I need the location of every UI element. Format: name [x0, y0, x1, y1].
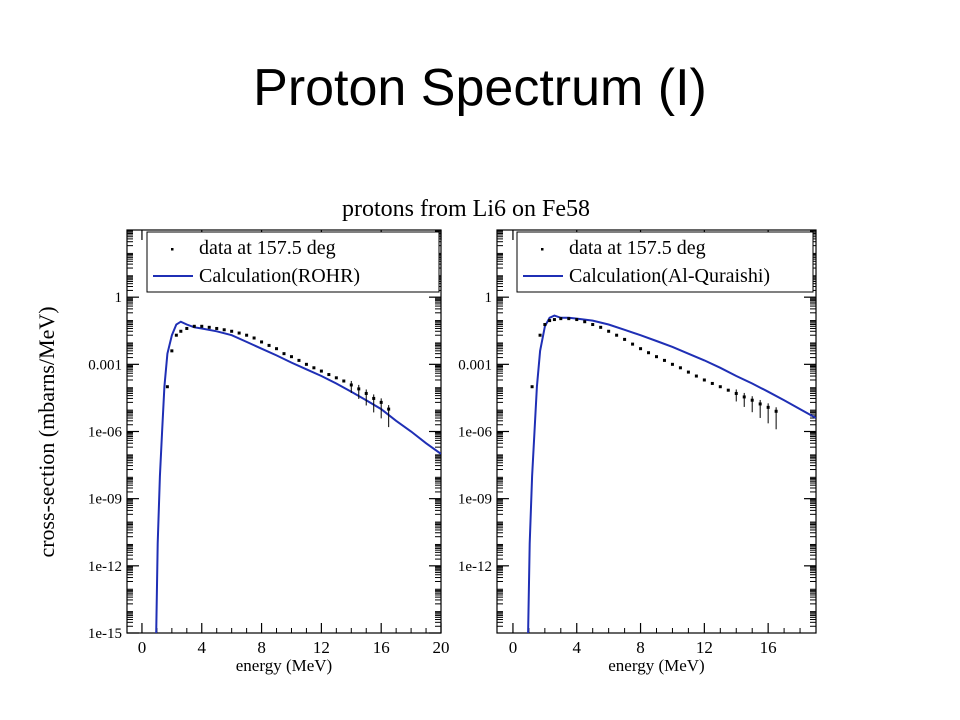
x-axis-label: energy (MeV)	[236, 656, 332, 675]
data-point	[567, 317, 571, 321]
data-point	[312, 366, 316, 370]
data-point	[655, 355, 658, 359]
data-point	[170, 349, 174, 353]
legend-calculation-label: Calculation(Al-Quraishi)	[569, 265, 770, 287]
data-point	[165, 385, 169, 389]
data-point	[538, 333, 542, 337]
figure-y-axis-label: cross-section (mbarns/MeV)	[34, 306, 59, 557]
data-point	[559, 317, 563, 321]
data-point	[267, 343, 271, 347]
data-point	[647, 351, 651, 355]
data-point	[726, 388, 730, 392]
x-axis-label: energy (MeV)	[608, 656, 704, 675]
data-point	[230, 329, 234, 333]
data-point	[552, 318, 556, 322]
y-tick-label: 1e-06	[88, 425, 123, 441]
y-tick-label: 1	[115, 290, 123, 306]
data-point	[215, 326, 219, 330]
legend-data-label: data at 157.5 deg	[199, 237, 336, 259]
data-point	[282, 352, 286, 356]
data-point	[252, 336, 256, 340]
y-tick-label: 0.001	[88, 357, 122, 373]
y-tick-label: 1e-12	[458, 559, 492, 575]
x-tick-label: 4	[573, 638, 582, 657]
y-tick-label: 1e-12	[88, 559, 122, 575]
x-tick-label: 8	[257, 638, 266, 657]
right-panel: 1e-12 1e-09 1e-06 0.001 1 0 4 8 12 16 energy (MeV)…	[458, 229, 817, 675]
x-tick-label: 8	[636, 638, 645, 657]
data-point	[599, 325, 603, 329]
y-tick-label: 1e-15	[88, 626, 122, 642]
x-tick-label: 4	[198, 638, 207, 657]
y-tick-label: 1e-09	[458, 492, 492, 508]
data-point	[275, 347, 279, 351]
data-point	[192, 324, 196, 328]
data-point	[615, 333, 619, 337]
legend-data-marker	[541, 248, 544, 251]
data-point	[207, 325, 211, 329]
data-point	[548, 319, 552, 323]
slide-title: Proton Spectrum (I)	[253, 59, 707, 117]
x-tick-label: 20	[433, 638, 450, 657]
x-tick-label: 16	[760, 638, 777, 657]
data-point	[678, 366, 682, 370]
data-point	[237, 331, 241, 335]
data-point	[670, 362, 674, 366]
legend: data at 157.5 deg Calculation(ROHR)	[146, 231, 440, 293]
data-point	[583, 320, 587, 324]
data-point	[607, 329, 611, 333]
data-point	[686, 370, 690, 374]
x-tick-label: 0	[509, 638, 518, 657]
x-tick-label: 16	[373, 638, 390, 657]
data-point	[245, 333, 249, 337]
calculation-line	[155, 320, 441, 633]
data-point	[591, 323, 595, 327]
legend-box	[516, 231, 814, 293]
data-point	[200, 324, 204, 328]
data-point	[718, 385, 722, 389]
legend-data-marker	[171, 248, 174, 251]
data-point	[304, 362, 308, 366]
data-point	[623, 337, 627, 341]
data-point	[543, 323, 547, 327]
data-point	[702, 378, 706, 382]
calculation-line	[527, 314, 816, 633]
data-point	[222, 328, 226, 332]
x-tick-label: 12	[696, 638, 713, 657]
data-point	[662, 358, 666, 362]
left-panel: 1e-15 1e-12 1e-09 1e-06 0.001 1 0 4 8 12 16 20 energ…	[88, 229, 450, 675]
data-point	[342, 379, 346, 383]
data-point	[575, 318, 579, 322]
data-point	[639, 347, 643, 351]
data-point	[319, 369, 323, 373]
data-point	[289, 355, 293, 359]
data-point	[694, 374, 698, 378]
data-point	[327, 373, 331, 377]
legend: data at 157.5 deg Calculation(Al-Quraishi…	[516, 231, 814, 293]
data-point	[174, 333, 178, 337]
y-tick-label: 1e-09	[88, 492, 122, 508]
data-point	[530, 385, 534, 389]
data-point	[185, 326, 189, 330]
legend-data-label: data at 157.5 deg	[569, 237, 706, 259]
data-point	[631, 342, 635, 346]
data-point	[710, 381, 714, 385]
x-tick-label: 0	[138, 638, 147, 657]
legend-box	[146, 231, 440, 293]
data-point	[179, 329, 183, 333]
x-tick-label: 12	[313, 638, 330, 657]
y-tick-label: 1e-06	[458, 425, 493, 441]
data-point	[297, 358, 301, 362]
legend-calculation-label: Calculation(ROHR)	[199, 265, 360, 287]
y-tick-label: 1	[485, 290, 493, 306]
figure-title: protons from Li6 on Fe58	[342, 196, 590, 222]
y-tick-label: 0.001	[458, 357, 492, 373]
data-point	[260, 340, 264, 344]
data-point	[334, 376, 338, 380]
